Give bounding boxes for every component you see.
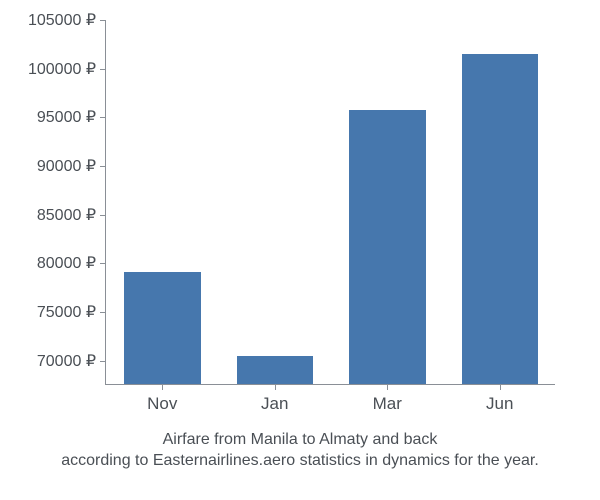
airfare-chart: 70000 ₽ 75000 ₽ 80000 ₽ 85000 ₽ 90000 ₽ 95000…	[0, 0, 600, 500]
y-axis-label: 95000 ₽	[37, 107, 106, 127]
y-axis-label: 75000 ₽	[37, 302, 106, 322]
x-axis-label: Jan	[261, 384, 288, 414]
y-axis-label: 70000 ₽	[37, 351, 106, 371]
y-axis-label: 90000 ₽	[37, 156, 106, 176]
plot-area: 70000 ₽75000 ₽80000 ₽85000 ₽90000 ₽95000…	[105, 20, 555, 385]
chart-caption: Airfare from Manila to Almaty and back a…	[0, 429, 600, 472]
y-axis-label: 85000 ₽	[37, 205, 106, 225]
y-axis-label: 100000 ₽	[28, 59, 106, 79]
bar	[124, 272, 201, 384]
caption-line-2: according to Easternairlines.aero statis…	[61, 452, 539, 469]
x-axis-label: Mar	[373, 384, 402, 414]
x-axis-label: Nov	[147, 384, 177, 414]
y-axis-label: 80000 ₽	[37, 253, 106, 273]
y-axis-label: 105000 ₽	[28, 10, 106, 30]
bar	[462, 54, 539, 384]
bar	[237, 356, 314, 384]
x-axis-label: Jun	[486, 384, 513, 414]
bar	[349, 110, 426, 384]
caption-line-1: Airfare from Manila to Almaty and back	[163, 431, 438, 448]
